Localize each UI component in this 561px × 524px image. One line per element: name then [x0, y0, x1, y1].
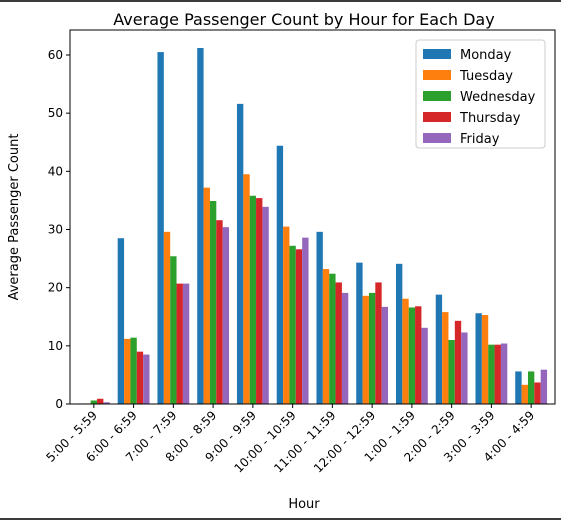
legend-swatch-thursday: [423, 112, 451, 122]
legend-swatch-wednesday: [423, 91, 451, 101]
bar-wednesday-2: [170, 256, 176, 404]
bar-friday-4: [262, 207, 268, 404]
bar-thursday-11: [534, 382, 540, 404]
bar-tuesday-11: [522, 385, 528, 404]
bar-thursday-6: [336, 282, 342, 404]
bar-thursday-7: [375, 282, 381, 404]
bar-wednesday-5: [289, 246, 295, 404]
bar-monday-10: [475, 313, 481, 404]
bar-monday-9: [436, 295, 442, 404]
bar-tuesday-8: [402, 299, 408, 404]
bar-monday-4: [237, 104, 243, 404]
legend-label-tuesday: Tuesday: [459, 69, 513, 84]
legend-label-thursday: Thursday: [459, 111, 521, 126]
y-tick-label: 60: [48, 48, 63, 62]
bar-friday-8: [421, 328, 427, 404]
bar-tuesday-5: [283, 227, 289, 404]
bar-friday-9: [461, 332, 467, 404]
bar-wednesday-4: [250, 196, 256, 404]
x-axis: 5:00 - 5:596:00 - 6:597:00 - 7:598:00 - …: [44, 404, 538, 475]
bar-monday-5: [277, 146, 283, 404]
bar-thursday-9: [455, 321, 461, 404]
top-border: [0, 0, 561, 2]
bar-wednesday-9: [448, 340, 454, 404]
y-tick-label: 40: [48, 164, 63, 178]
x-axis-label: Hour: [288, 497, 320, 512]
bar-friday-3: [223, 227, 229, 404]
y-tick-label: 10: [48, 339, 63, 353]
bar-wednesday-11: [528, 371, 534, 404]
bar-monday-7: [356, 263, 362, 404]
y-tick-label: 0: [55, 397, 63, 411]
bar-monday-2: [157, 52, 163, 404]
y-axis-label: Average Passenger Count: [7, 134, 22, 301]
bar-wednesday-3: [210, 201, 216, 404]
bar-thursday-8: [415, 306, 421, 404]
bar-wednesday-1: [130, 338, 136, 404]
bar-friday-11: [541, 370, 547, 404]
bar-thursday-1: [137, 352, 143, 404]
bar-friday-6: [342, 293, 348, 404]
bar-wednesday-10: [488, 345, 494, 404]
bar-wednesday-6: [329, 274, 335, 404]
chart-title: Average Passenger Count by Hour for Each…: [113, 10, 494, 29]
legend-label-wednesday: Wednesday: [460, 90, 536, 105]
bar-tuesday-7: [363, 296, 369, 404]
bar-friday-2: [183, 284, 189, 404]
bar-thursday-10: [495, 345, 501, 404]
bar-monday-3: [197, 48, 203, 404]
bar-tuesday-3: [204, 188, 210, 404]
bar-monday-11: [515, 371, 521, 404]
bar-monday-8: [396, 264, 402, 404]
bar-tuesday-2: [164, 232, 170, 404]
bar-wednesday-8: [409, 307, 415, 404]
legend-swatch-tuesday: [423, 70, 451, 80]
bar-tuesday-10: [482, 315, 488, 404]
bar-tuesday-9: [442, 312, 448, 404]
legend-label-monday: Monday: [460, 48, 512, 63]
legend-swatch-friday: [423, 133, 451, 143]
legend-label-friday: Friday: [460, 132, 500, 147]
y-axis: 0 10 20 30 40 50 60: [48, 48, 70, 411]
bar-monday-1: [118, 238, 124, 404]
bar-tuesday-1: [124, 339, 130, 404]
bar-monday-6: [316, 232, 322, 404]
bar-thursday-5: [296, 249, 302, 404]
y-tick-label: 50: [48, 106, 63, 120]
bar-friday-1: [143, 355, 149, 404]
bar-thursday-3: [216, 220, 222, 404]
bar-thursday-4: [256, 198, 262, 404]
legend: Monday Tuesday Wednesday Thursday Friday: [416, 40, 545, 148]
bar-friday-7: [382, 307, 388, 404]
bar-wednesday-0: [91, 401, 97, 404]
legend-swatch-monday: [423, 49, 451, 59]
bar-friday-10: [501, 344, 507, 404]
bar-thursday-0: [97, 399, 103, 404]
y-tick-label: 30: [48, 223, 63, 237]
bar-wednesday-7: [369, 293, 375, 404]
bar-friday-5: [302, 238, 308, 404]
bar-thursday-2: [177, 284, 183, 404]
bar-tuesday-4: [243, 174, 249, 404]
y-tick-label: 20: [48, 281, 63, 295]
bar-tuesday-6: [323, 269, 329, 404]
